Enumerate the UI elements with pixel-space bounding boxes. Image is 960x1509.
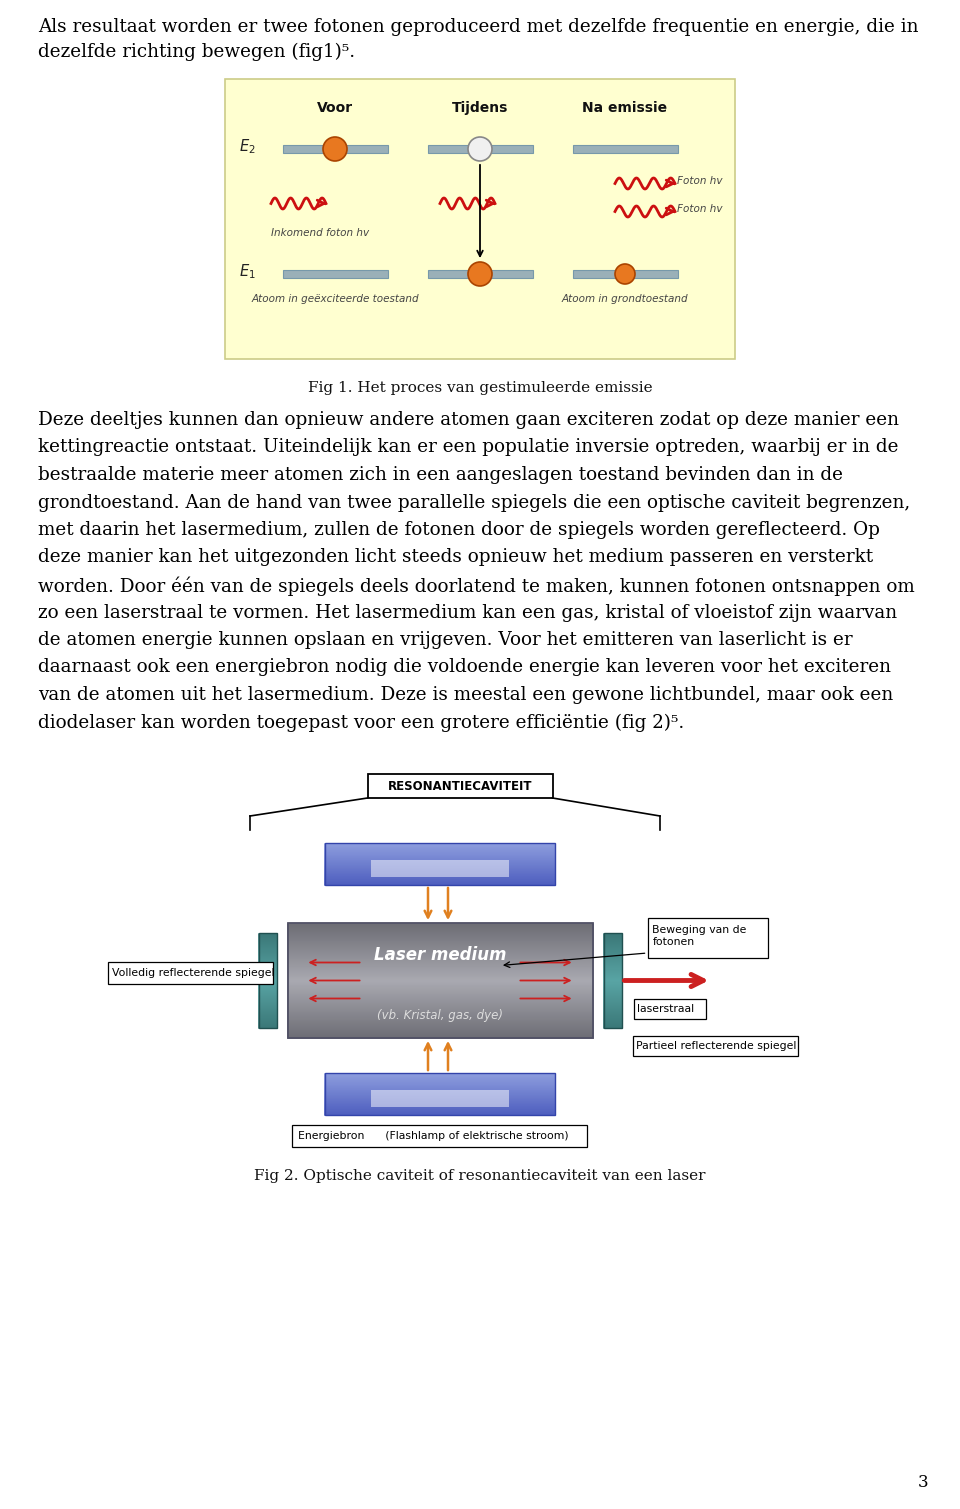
- Bar: [258, 933, 276, 1028]
- Text: Voor: Voor: [317, 101, 353, 115]
- Bar: [371, 860, 509, 877]
- Text: zo een laserstraal te vormen. Het lasermedium kan een gas, kristal of vloeistof : zo een laserstraal te vormen. Het laserm…: [38, 604, 898, 622]
- Text: kettingreactie ontstaat. Uiteindelijk kan er een populatie inversie optreden, wa: kettingreactie ontstaat. Uiteindelijk ka…: [38, 439, 899, 457]
- Ellipse shape: [468, 137, 492, 161]
- Text: deze manier kan het uitgezonden licht steeds opnieuw het medium passeren en vers: deze manier kan het uitgezonden licht st…: [38, 548, 874, 566]
- Text: Fig 2. Optische caviteit of resonantiecaviteit van een laser: Fig 2. Optische caviteit of resonantieca…: [254, 1169, 706, 1183]
- Text: Inkomend foton hv: Inkomend foton hv: [271, 228, 370, 237]
- Text: Foton hv: Foton hv: [677, 204, 723, 213]
- Text: $E_1$: $E_1$: [239, 263, 255, 281]
- Text: daarnaast ook een energiebron nodig die voldoende energie kan leveren voor het e: daarnaast ook een energiebron nodig die …: [38, 658, 891, 676]
- Text: Atoom in geëxciteerde toestand: Atoom in geëxciteerde toestand: [252, 294, 419, 303]
- Bar: [225, 78, 735, 359]
- Text: dezelfde richting bewegen (fig1)⁵.: dezelfde richting bewegen (fig1)⁵.: [38, 42, 355, 62]
- Text: Beweging van de
fotonen: Beweging van de fotonen: [653, 925, 747, 946]
- Bar: [287, 924, 592, 1038]
- Text: $E_2$: $E_2$: [239, 137, 255, 157]
- Bar: [604, 933, 621, 1028]
- Text: Energiebron      (Flashlamp of elektrische stroom): Energiebron (Flashlamp of elektrische st…: [298, 1132, 568, 1141]
- Bar: [371, 1089, 509, 1106]
- Bar: [368, 774, 553, 798]
- Ellipse shape: [615, 264, 635, 284]
- Bar: [282, 270, 388, 278]
- Ellipse shape: [323, 137, 347, 161]
- Bar: [292, 1126, 587, 1147]
- Bar: [427, 145, 533, 152]
- Text: 3: 3: [918, 1474, 928, 1491]
- Text: de atomen energie kunnen opslaan en vrijgeven. Voor het emitteren van laserlicht: de atomen energie kunnen opslaan en vrij…: [38, 631, 852, 649]
- Bar: [427, 270, 533, 278]
- Text: Partieel reflecterende spiegel: Partieel reflecterende spiegel: [636, 1041, 797, 1050]
- Text: Laser medium: Laser medium: [373, 946, 506, 964]
- Bar: [633, 1037, 798, 1056]
- Bar: [108, 961, 273, 984]
- Text: (vb. Kristal, gas, dye): (vb. Kristal, gas, dye): [377, 1010, 503, 1023]
- Text: Na emissie: Na emissie: [583, 101, 667, 115]
- Bar: [325, 844, 555, 884]
- Text: RESONANTIECAVITEIT: RESONANTIECAVITEIT: [388, 780, 532, 792]
- Text: laserstraal: laserstraal: [637, 1003, 695, 1014]
- Text: Fig 1. Het proces van gestimuleerde emissie: Fig 1. Het proces van gestimuleerde emis…: [308, 380, 652, 395]
- Text: grondtoestand. Aan de hand van twee parallelle spiegels die een optische cavitei: grondtoestand. Aan de hand van twee para…: [38, 493, 910, 512]
- Text: Deze deeltjes kunnen dan opnieuw andere atomen gaan exciteren zodat op deze mani: Deze deeltjes kunnen dan opnieuw andere …: [38, 410, 899, 429]
- Bar: [572, 270, 678, 278]
- Bar: [647, 917, 767, 958]
- Text: bestraalde materie meer atomen zich in een aangeslagen toestand bevinden dan in : bestraalde materie meer atomen zich in e…: [38, 466, 843, 484]
- Text: Foton hv: Foton hv: [677, 175, 723, 186]
- Bar: [325, 1073, 555, 1115]
- Text: Tijdens: Tijdens: [452, 101, 508, 115]
- Text: Als resultaat worden er twee fotonen geproduceerd met dezelfde frequentie en ene: Als resultaat worden er twee fotonen gep…: [38, 18, 919, 36]
- Text: met daarin het lasermedium, zullen de fotonen door de spiegels worden gereflecte: met daarin het lasermedium, zullen de fo…: [38, 521, 880, 539]
- Bar: [634, 999, 706, 1019]
- Text: van de atomen uit het lasermedium. Deze is meestal een gewone lichtbundel, maar : van de atomen uit het lasermedium. Deze …: [38, 687, 893, 705]
- Text: diodelaser kan worden toegepast voor een grotere efficiëntie (fig 2)⁵.: diodelaser kan worden toegepast voor een…: [38, 714, 684, 732]
- Text: Volledig reflecterende spiegel: Volledig reflecterende spiegel: [112, 967, 275, 978]
- Text: worden. Door één van de spiegels deels doorlatend te maken, kunnen fotonen ontsn: worden. Door één van de spiegels deels d…: [38, 576, 915, 596]
- Ellipse shape: [468, 263, 492, 287]
- Bar: [572, 145, 678, 152]
- Text: Atoom in grondtoestand: Atoom in grondtoestand: [562, 294, 688, 303]
- Bar: [282, 145, 388, 152]
